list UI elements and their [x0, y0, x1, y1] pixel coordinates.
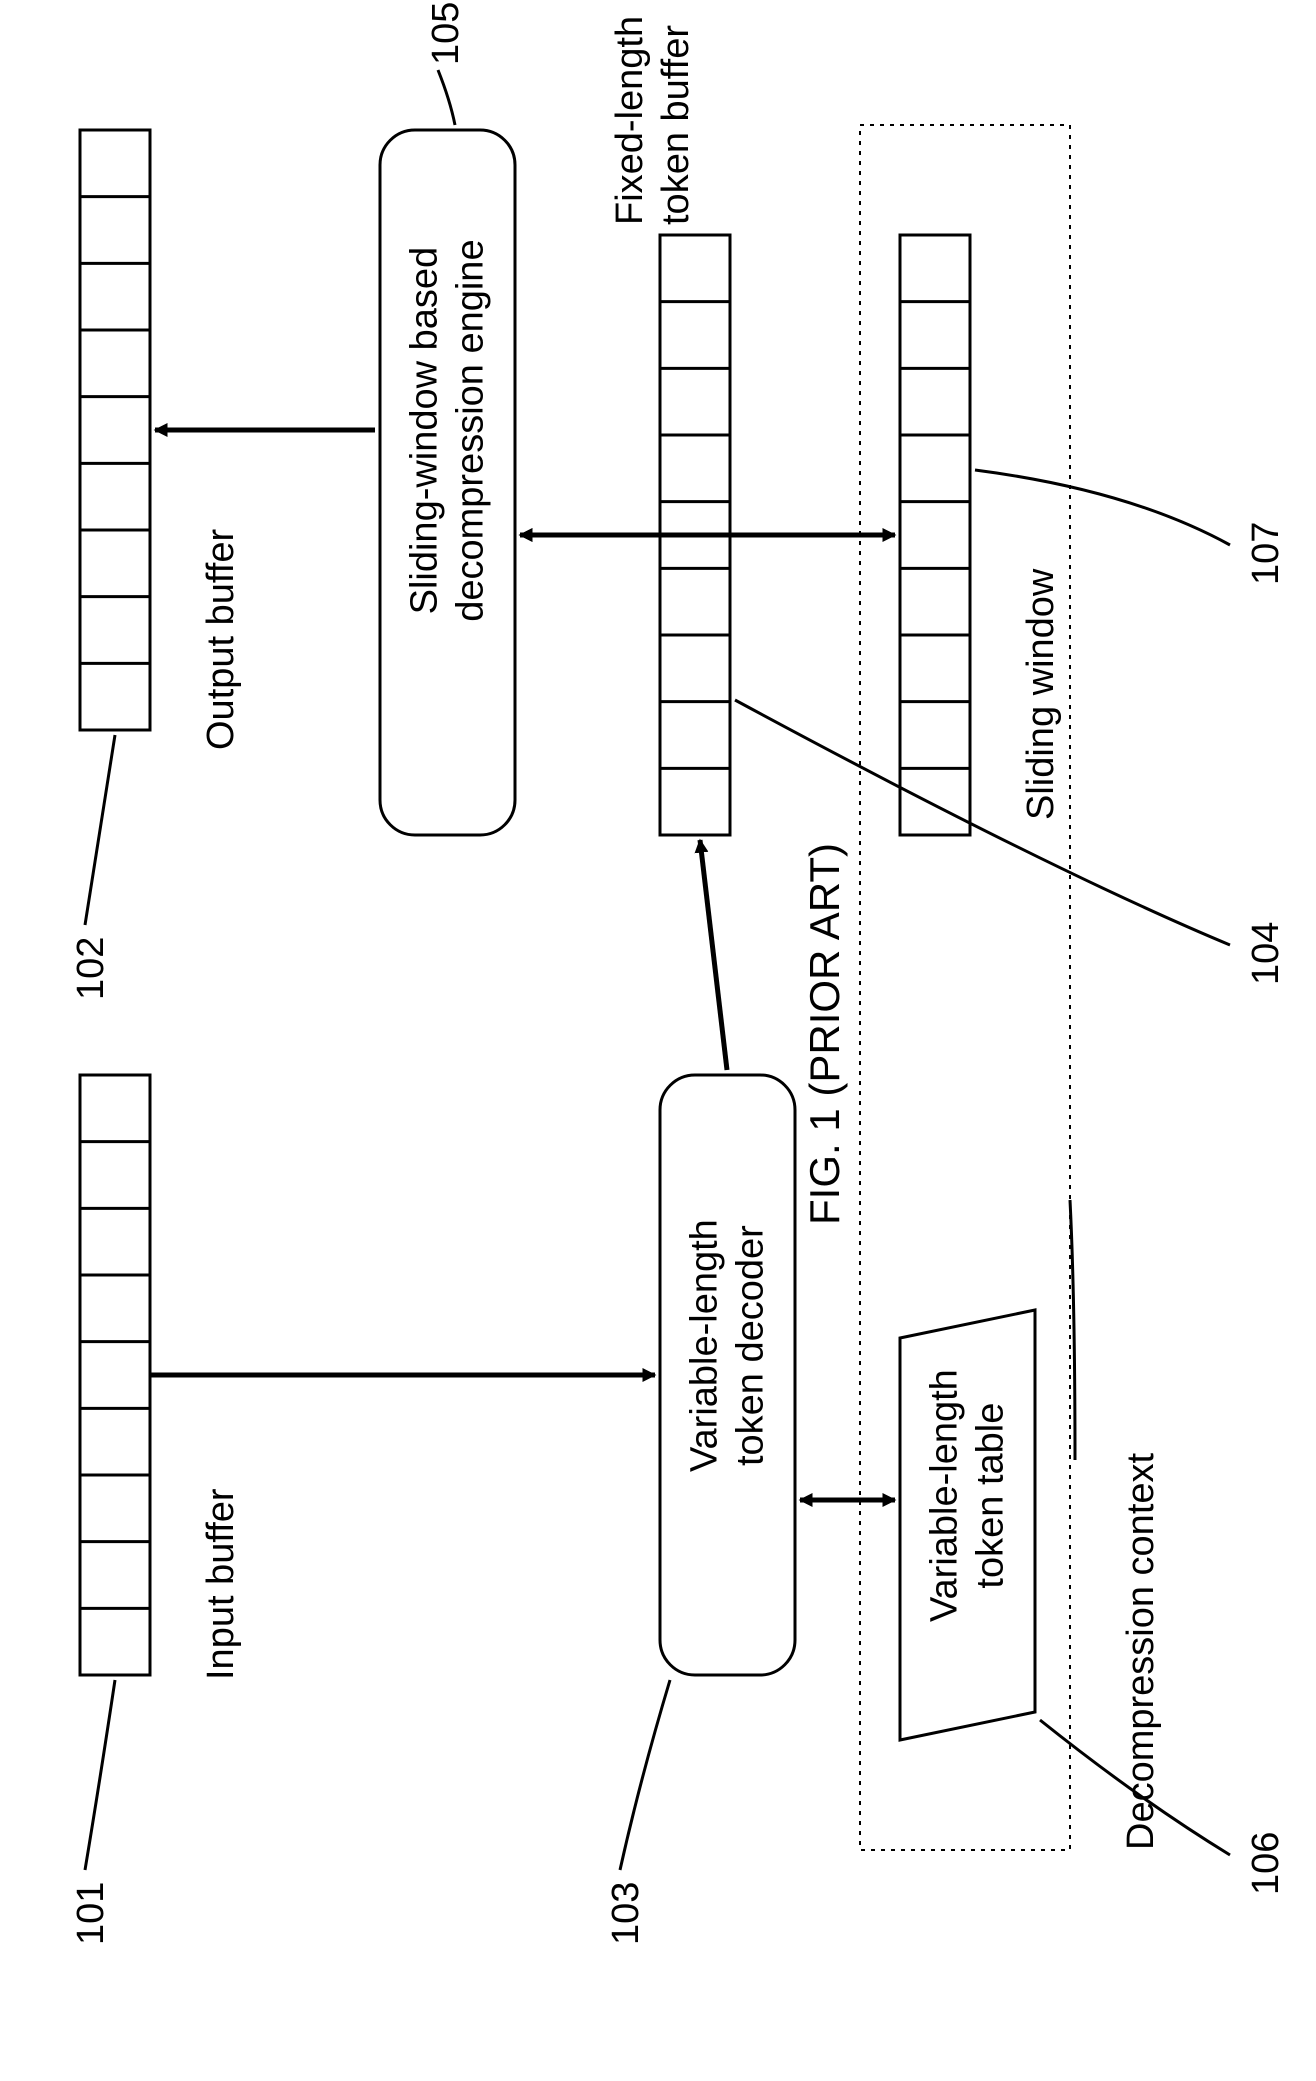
ref-102: 102	[70, 937, 113, 1000]
ref-104: 104	[1245, 922, 1288, 985]
input-buffer-label: Input buffer	[200, 1488, 243, 1680]
ref-101: 101	[70, 1882, 113, 1945]
ref-106: 106	[1245, 1832, 1288, 1895]
figure-stage: FIG. 1 (PRIOR ART) Input buffer Output b…	[0, 0, 1316, 2081]
decompression-engine-label: Sliding-window based decompression engin…	[402, 231, 493, 631]
sliding-window-label: Sliding window	[1020, 569, 1063, 820]
token-decoder-label: Variable-length token decoder	[682, 1196, 773, 1496]
token-table-label: Variable-length token table	[922, 1346, 1013, 1646]
context-label: Decompression context	[1120, 1453, 1163, 1850]
output-buffer-label: Output buffer	[200, 529, 243, 750]
fixed-buffer-label: Fixed-length token buffer	[608, 16, 699, 225]
ref-107: 107	[1245, 522, 1288, 585]
diagram-svg	[0, 0, 1316, 2081]
ref-105: 105	[425, 2, 468, 65]
ref-103: 103	[605, 1882, 648, 1945]
